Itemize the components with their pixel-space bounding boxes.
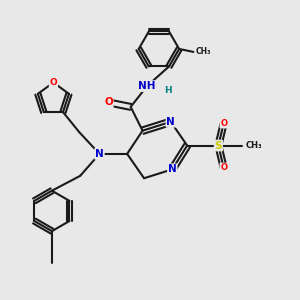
Text: N: N <box>167 117 175 127</box>
Text: O: O <box>104 98 113 107</box>
Text: NH: NH <box>138 81 156 91</box>
Text: O: O <box>220 163 227 172</box>
Text: H: H <box>164 86 172 95</box>
Text: O: O <box>220 119 227 128</box>
Text: S: S <box>214 140 222 151</box>
Text: CH₃: CH₃ <box>246 141 262 150</box>
Text: N: N <box>168 164 177 174</box>
Text: O: O <box>50 78 57 87</box>
Text: N: N <box>95 149 104 159</box>
Text: CH₃: CH₃ <box>196 47 211 56</box>
